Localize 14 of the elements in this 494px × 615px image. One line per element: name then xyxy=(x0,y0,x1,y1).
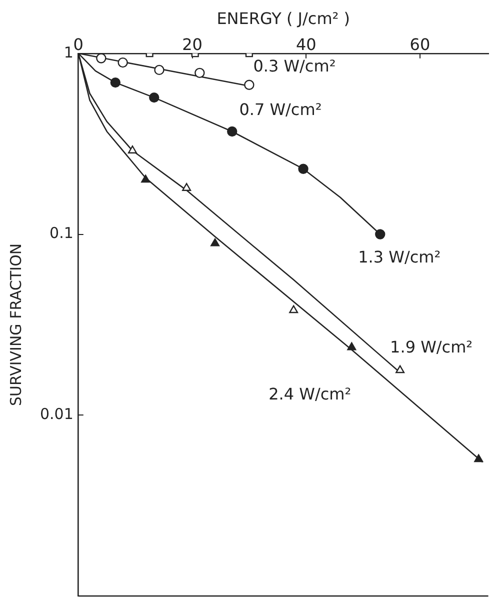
y-tick-label: 0.1 xyxy=(50,224,74,242)
text: 2.4 W/cm² xyxy=(268,384,352,404)
x-tick-label: 0 xyxy=(73,34,84,54)
x-tick-label: 40 xyxy=(296,34,316,54)
series-label: 1.3 W/cm² xyxy=(358,247,441,266)
y-axis-title: SURVIVING FRACTION xyxy=(6,243,25,406)
x-tick-label: 20 xyxy=(182,34,202,54)
series-label: 1.9 W/cm² xyxy=(390,337,473,356)
x-axis-title: ENERGY ( J/cm² ) xyxy=(216,8,350,28)
y-tick-label: 1 xyxy=(64,43,74,62)
y-tick-label: 0.01 xyxy=(40,405,74,424)
series-label: 0.7 W/cm² xyxy=(239,100,322,120)
series-label: 0.3 W/cm² xyxy=(253,56,336,76)
x-tick-label: 60 xyxy=(410,34,430,54)
